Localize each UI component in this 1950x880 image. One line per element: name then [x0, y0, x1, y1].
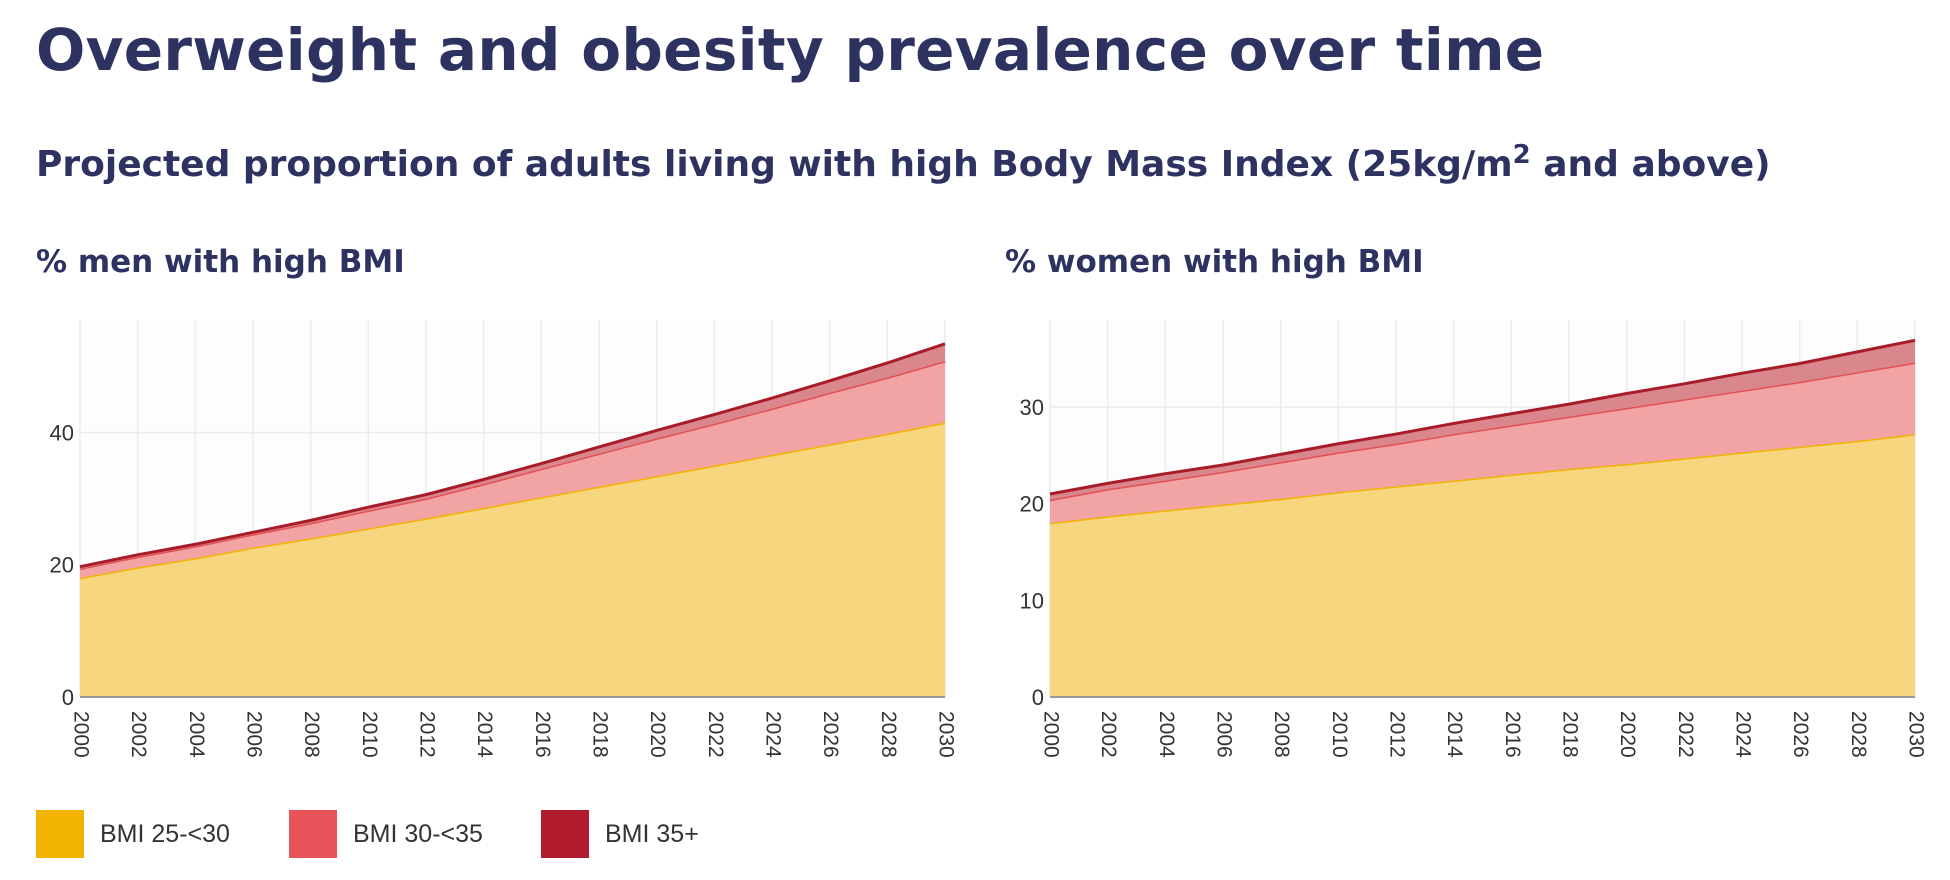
women-x-tick-label: 2028 — [1847, 711, 1870, 758]
women-x-tick-label: 2018 — [1558, 711, 1581, 758]
men-y-tick-label: 0 — [62, 685, 74, 710]
men-x-tick-label: 2000 — [69, 711, 92, 758]
men-x-tick-label: 2016 — [531, 711, 554, 758]
women-x-tick-label: 2000 — [1039, 711, 1062, 758]
chart-subtitle: Projected proportion of adults living wi… — [36, 140, 1771, 185]
men-x-tick-label: 2008 — [300, 711, 323, 758]
women-y-tick-label: 30 — [1020, 395, 1044, 420]
men-line-bmi-30-35 — [79, 359, 946, 571]
women-x-tick-label: 2002 — [1097, 711, 1120, 758]
men-x-tick-label: 2028 — [877, 711, 900, 758]
men-x-tick-label: 2024 — [761, 711, 784, 758]
women-x-tick-label: 2024 — [1731, 711, 1754, 758]
men-x-tick-label: 2010 — [358, 711, 381, 758]
women-x-tick-label: 2004 — [1155, 711, 1178, 758]
men-x-tick-label: 2030 — [934, 711, 957, 758]
men-line-bmi-35-plus — [79, 342, 946, 569]
legend-swatch-bmi-30-35 — [289, 810, 337, 858]
women-x-tick-label: 2010 — [1328, 711, 1351, 758]
women-x-tick-label: 2006 — [1212, 711, 1235, 758]
women-area-bmi-25-30 — [1050, 434, 1915, 697]
men-area-bmi-30-35 — [80, 361, 945, 578]
men-area-bmi-25-30 — [80, 422, 945, 697]
women-x-tick-label: 2030 — [1904, 711, 1927, 758]
men-y-tick-label: 20 — [50, 553, 74, 578]
men-x-tick-label: 2014 — [473, 711, 496, 758]
subtitle-text: Projected proportion of adults living wi… — [36, 144, 1513, 185]
page-title: Overweight and obesity prevalence over t… — [36, 16, 1545, 84]
subtitle-superscript: 2 — [1512, 140, 1531, 170]
women-y-tick-label: 20 — [1020, 492, 1044, 517]
women-line-bmi-30-35 — [1049, 361, 1916, 502]
men-x-tick-label: 2004 — [185, 711, 208, 758]
men-x-tick-label: 2018 — [588, 711, 611, 758]
legend-swatch-bmi-25-30 — [36, 810, 84, 858]
legend-label-bmi-30-35: BMI 30-<35 — [353, 820, 483, 848]
men-x-tick-label: 2022 — [704, 711, 727, 758]
legend-label-bmi-25-30: BMI 25-<30 — [100, 820, 230, 848]
women-line-bmi-35-plus — [1049, 338, 1916, 496]
legend-swatch-bmi-35-plus — [541, 810, 589, 858]
women-area-bmi-30-35 — [1050, 362, 1915, 523]
men-bmi-chart: 0 20 40 2000 2002 2004 2006 2008 2010 2012 2014 201… — [50, 320, 957, 758]
men-chart-title: % men with high BMI — [36, 244, 405, 280]
men-x-tick-label: 2006 — [242, 711, 265, 758]
men-x-tick-label: 2026 — [819, 711, 842, 758]
women-x-tick-label: 2008 — [1270, 711, 1293, 758]
women-y-tick-label: 10 — [1020, 588, 1044, 613]
women-x-tick-label: 2014 — [1443, 711, 1466, 758]
women-x-tick-label: 2020 — [1616, 711, 1639, 758]
women-x-tick-label: 2022 — [1674, 711, 1697, 758]
men-x-tick-label: 2002 — [127, 711, 150, 758]
men-x-tick-label: 2020 — [646, 711, 669, 758]
women-x-tick-label: 2026 — [1789, 711, 1812, 758]
women-y-tick-label: 0 — [1032, 685, 1044, 710]
men-x-tick-label: 2012 — [415, 711, 438, 758]
women-x-tick-label: 2012 — [1385, 711, 1408, 758]
women-chart-title: % women with high BMI — [1005, 244, 1424, 280]
legend-label-bmi-35-plus: BMI 35+ — [605, 820, 699, 848]
women-x-tick-label: 2016 — [1501, 711, 1524, 758]
men-y-tick-label: 40 — [50, 420, 74, 445]
subtitle-text-end: and above) — [1530, 144, 1771, 185]
